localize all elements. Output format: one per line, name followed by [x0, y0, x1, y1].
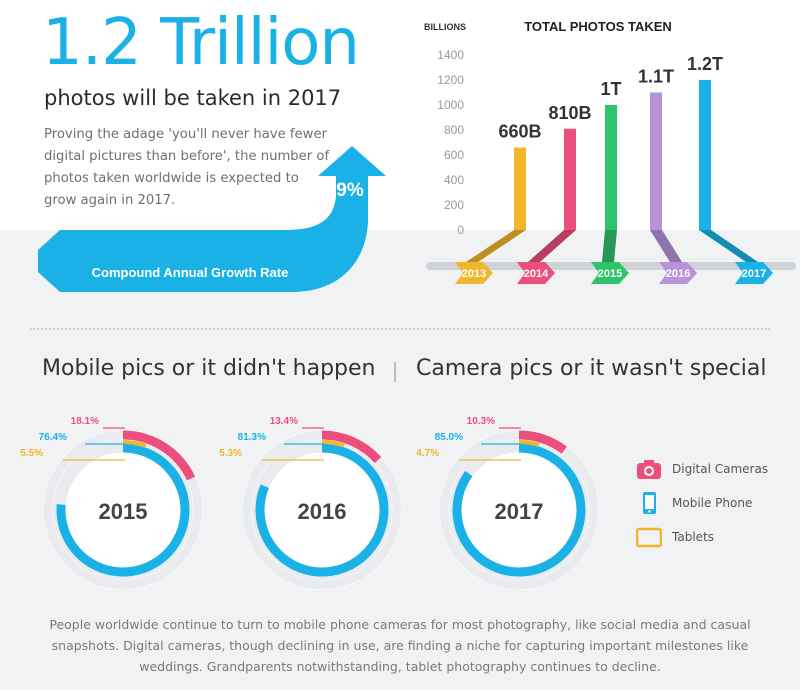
donut-2016: 13.4% 81.3% 5.3% 2016	[219, 416, 402, 590]
camera-icon	[637, 460, 661, 479]
subheadline: photos will be taken in 2017	[44, 86, 342, 110]
x-tick-label: 2014	[524, 268, 549, 280]
bar-fold-2016	[650, 230, 682, 262]
mobile-phone-icon	[643, 492, 656, 514]
bar-fold-2013	[466, 230, 526, 262]
y-tick-label: 600	[444, 148, 464, 162]
bar-2016	[650, 92, 662, 230]
donut-arc-mobile-phone	[255, 443, 389, 577]
y-tick-label: 400	[444, 173, 464, 187]
growth-label: Compound Annual Growth Rate	[92, 265, 289, 280]
device-share-donuts: 18.1% 76.4% 5.5% 2015 13.4% 81.3% 5.3% 2016 10.3…	[20, 416, 599, 590]
donut-percent-label: 85.0%	[435, 432, 463, 443]
bar-value-label: 1.2T	[687, 54, 723, 74]
growth-arrow: 9% Compound Annual Growth Rate	[38, 146, 386, 292]
bar-value-label: 1.1T	[638, 67, 674, 87]
bar-chart-ylabel: BILLIONS	[424, 22, 466, 32]
donut-percent-label: 13.4%	[270, 416, 298, 427]
donut-percent-label: 76.4%	[39, 432, 67, 443]
y-tick-label: 1000	[437, 98, 464, 112]
growth-and-bar-chart: 9% Compound Annual Growth Rate BILLIONS …	[38, 19, 796, 292]
legend-item-tablets: Tablets	[636, 520, 768, 554]
bar-plate-2016	[659, 262, 697, 284]
donut-percent-label: 10.3%	[467, 416, 495, 427]
bar-2017	[699, 80, 711, 230]
donut-percent-label: 18.1%	[71, 416, 99, 427]
legend-label: Digital Cameras	[672, 462, 769, 476]
x-tick-label: 2017	[742, 268, 766, 280]
section-title-mobile: Mobile pics or it didn't happen	[42, 356, 376, 381]
donut-arc-digital-cameras	[518, 430, 567, 454]
section-title-camera: Camera pics or it wasn't special	[416, 356, 767, 381]
donut-year-label: 2016	[298, 499, 347, 524]
bar-chart-bars: 2013 660B 2014 810B 2015 1T 2016 1.1T 2017 1.2T	[455, 54, 773, 284]
bar-chart-title: TOTAL PHOTOS TAKEN	[524, 19, 672, 34]
donut-arc-tablets	[321, 440, 345, 448]
donut-base	[439, 430, 599, 590]
bar-fold-2015	[602, 230, 617, 262]
donut-percent-label: 5.3%	[219, 448, 242, 459]
y-tick-label: 1200	[437, 73, 464, 87]
donut-year-label: 2015	[99, 499, 148, 524]
legend-item-digital-cameras: Digital Cameras	[636, 452, 768, 486]
bar-chart-y-axis: 0 200 400 600 800 1000 1200 1400	[437, 48, 464, 237]
donut-base	[43, 430, 203, 590]
donut-arc-tablets	[518, 440, 540, 447]
y-tick-label: 200	[444, 198, 464, 212]
bar-2013	[514, 147, 526, 230]
legend-label: Tablets	[672, 530, 714, 544]
donut-base	[242, 430, 402, 590]
donut-percent-label: 81.3%	[238, 432, 266, 443]
headline: 1.2 Trillion	[42, 6, 360, 80]
bar-plate-2015	[591, 262, 629, 284]
bar-fold-2014	[528, 230, 576, 262]
intro-text: Proving the adage 'you'll never have few…	[44, 127, 330, 208]
section-separator	[30, 328, 770, 330]
donut-arc-mobile-phone	[56, 443, 190, 577]
donut-percent-label: 4.7%	[416, 448, 439, 459]
bar-plate-2017	[735, 262, 773, 284]
donut-arc-digital-cameras	[321, 430, 382, 464]
donut-arc-tablets	[122, 440, 147, 448]
donut-arc-digital-cameras	[122, 430, 196, 481]
footer-text: People worldwide continue to turn to mob…	[49, 617, 751, 674]
legend-label: Mobile Phone	[672, 496, 753, 510]
bar-2014	[564, 128, 576, 230]
bar-2015	[605, 105, 617, 230]
donut-2017: 10.3% 85.0% 4.7% 2017	[416, 416, 599, 590]
donut-percent-label: 5.5%	[20, 448, 43, 459]
y-tick-label: 1400	[437, 48, 464, 62]
device-legend: Digital Cameras Mobile Phone Tablets	[636, 452, 768, 554]
bar-value-label: 810B	[548, 103, 591, 123]
tablet-icon	[636, 527, 662, 548]
legend-item-mobile-phone: Mobile Phone	[636, 486, 768, 520]
growth-value: 9%	[336, 180, 364, 201]
bar-value-label: 660B	[498, 122, 541, 142]
donut-arc-mobile-phone	[452, 443, 586, 577]
x-tick-label: 2013	[462, 268, 486, 280]
growth-arrow-shape	[38, 146, 386, 292]
y-tick-label: 0	[457, 223, 464, 237]
donut-year-label: 2017	[495, 499, 544, 524]
section-divider	[394, 362, 396, 382]
bar-fold-2017	[699, 230, 758, 262]
x-tick-label: 2015	[598, 268, 622, 280]
bar-plate-2013	[455, 262, 493, 284]
y-tick-label: 800	[444, 123, 464, 137]
bar-value-label: 1T	[600, 79, 621, 99]
bar-plate-2014	[517, 262, 555, 284]
donut-2015: 18.1% 76.4% 5.5% 2015	[20, 416, 203, 590]
x-tick-label: 2016	[666, 268, 690, 280]
